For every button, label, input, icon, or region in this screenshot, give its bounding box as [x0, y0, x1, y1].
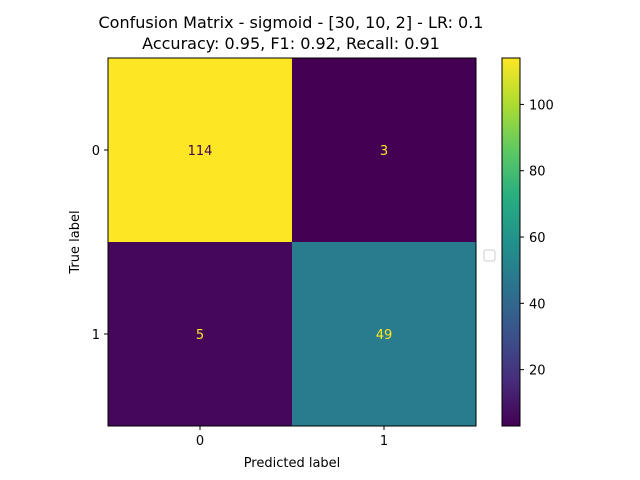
heatmap-cell: [292, 242, 476, 426]
legend-box: [483, 249, 496, 262]
y-tick-label: 1: [92, 328, 100, 343]
colorbar-tick-label: 40: [529, 297, 546, 312]
chart-title-line2: Accuracy: 0.95, F1: 0.92, Recall: 0.91: [142, 34, 440, 53]
cell-value-label: 49: [376, 328, 393, 343]
heatmap-cell: [108, 58, 292, 242]
heatmap-cell: [108, 242, 292, 426]
heatmap-cell: [292, 58, 476, 242]
y-tick-label: 0: [92, 144, 100, 159]
y-axis-label: True label: [68, 210, 83, 274]
cell-value-label: 114: [188, 144, 213, 159]
colorbar-tick-label: 100: [529, 98, 554, 113]
cell-value-label: 5: [196, 328, 204, 343]
colorbar-ticks: 20 40 60 80 100: [520, 98, 554, 379]
chart-title-line1: Confusion Matrix - sigmoid - [30, 10, 2]…: [99, 13, 484, 32]
colorbar-tick-label: 20: [529, 364, 546, 379]
colorbar-tick-label: 60: [529, 231, 546, 246]
cell-value-label: 3: [380, 144, 388, 159]
y-axis-ticks: 01: [92, 144, 108, 343]
x-tick-label: 0: [196, 434, 204, 449]
colorbar-tick-label: 80: [529, 165, 546, 180]
x-tick-label: 1: [380, 434, 388, 449]
colorbar: [501, 57, 521, 427]
heatmap-cells: 114 3 5 49: [108, 58, 476, 426]
x-axis-label: Predicted label: [244, 456, 341, 471]
plot-frame: [107, 57, 477, 427]
